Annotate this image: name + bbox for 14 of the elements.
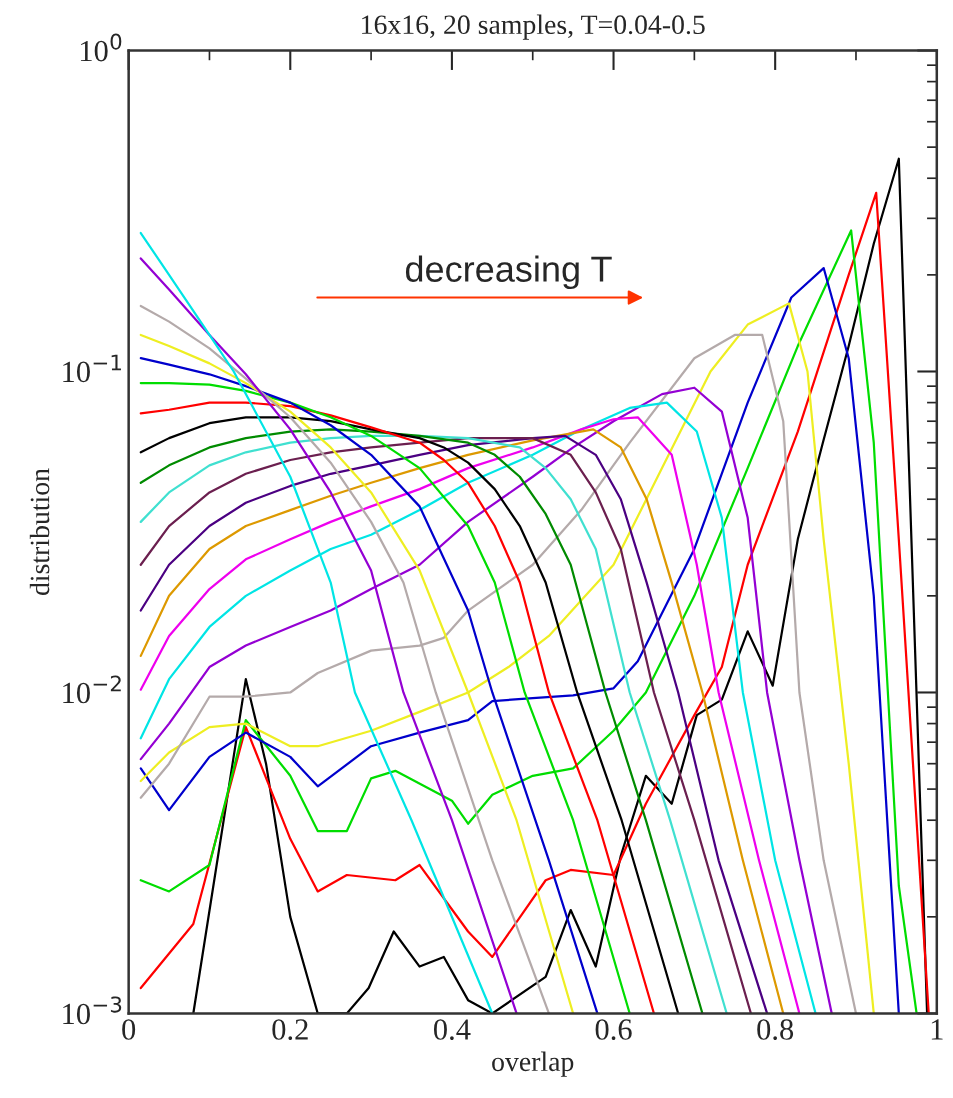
y-tick-label: 10$^{−1}$: [63, 354, 121, 383]
x-tick-label: 0.8: [757, 1019, 794, 1040]
x-tick-label: 0.2: [272, 1019, 308, 1040]
y-tick-label: 10$^{−2}$: [63, 675, 121, 704]
x-tick-label: 0.4: [433, 1019, 471, 1040]
chart-title: 16x16, 20 samples, T=0.04-0.5: [362, 14, 705, 40]
y-tick-label: 10$^{0}$: [80, 33, 122, 62]
y-tick-label: 10$^{−3}$: [63, 996, 122, 1025]
y-axis-title: distribution: [29, 468, 50, 596]
x-tick-label: 0: [122, 1019, 136, 1040]
annotation: decreasing T: [405, 255, 612, 290]
x-tick-label: 0.6: [595, 1019, 632, 1040]
x-tick-label: 1: [931, 1019, 943, 1040]
x-axis-title: overlap: [492, 1051, 574, 1077]
